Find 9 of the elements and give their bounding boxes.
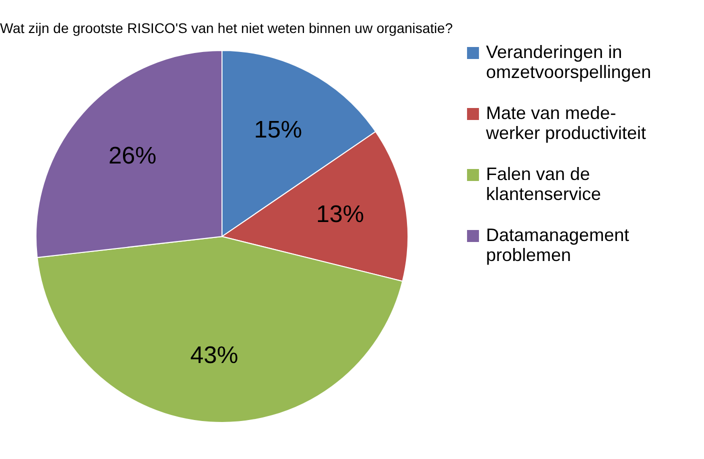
legend-label: Mate van mede- werker productiviteit bbox=[485, 103, 646, 143]
data-label: 13% bbox=[316, 201, 364, 228]
chart-title: Wat zijn de grootste RISICO'S van het niet weten binnen uw organisatie? bbox=[0, 20, 453, 36]
legend-label: Veranderingen in omzetvoorspellingen bbox=[486, 42, 652, 82]
data-label: 15% bbox=[254, 116, 302, 144]
data-label: 43% bbox=[190, 342, 238, 370]
legend-label: Datamanagement problemen bbox=[486, 225, 630, 265]
data-label: 26% bbox=[108, 142, 156, 170]
legend-label: Falen van de klantenservice bbox=[486, 164, 602, 204]
